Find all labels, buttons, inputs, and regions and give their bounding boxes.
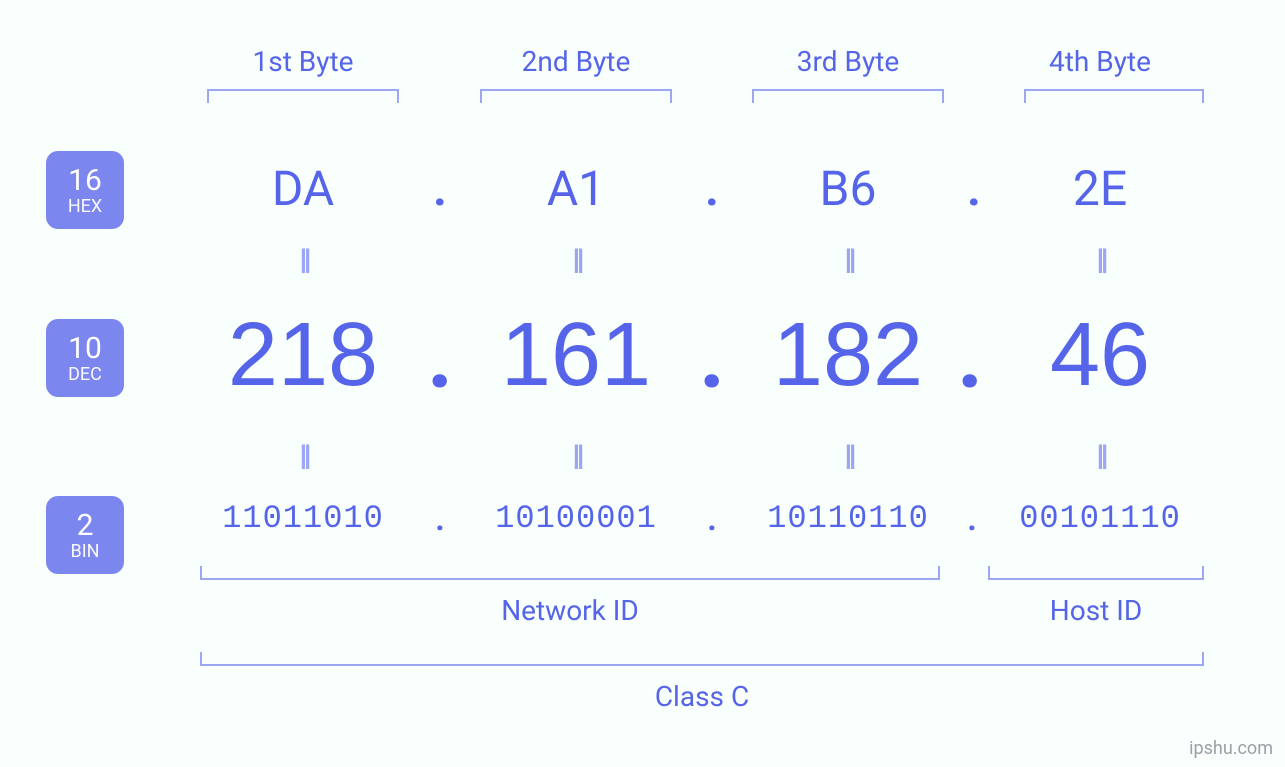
dec-4: 46 (990, 304, 1210, 407)
byte-header-1: 1st Byte (203, 45, 403, 78)
bin-2: 10100001 (456, 500, 696, 537)
bracket-byte-1 (207, 89, 399, 103)
eq-hex-dec-2: II (546, 242, 606, 282)
bracket-byte-4 (1024, 89, 1204, 103)
bracket-byte-3 (752, 89, 944, 103)
byte-header-3: 3rd Byte (748, 45, 948, 78)
dec-badge-num: 10 (68, 332, 102, 365)
dec-dot-3: . (950, 304, 990, 409)
bin-badge-num: 2 (77, 509, 94, 542)
watermark: ipshu.com (1189, 738, 1273, 759)
hex-dot-3: . (954, 160, 994, 217)
hex-dot-1: . (420, 160, 460, 217)
hex-3: B6 (748, 160, 948, 217)
label-network-id: Network ID (200, 594, 940, 627)
eq-hex-dec-1: II (273, 242, 333, 282)
byte-header-4: 4th Byte (1000, 45, 1200, 78)
bin-badge: 2 BIN (46, 496, 124, 574)
bracket-host-id (988, 566, 1204, 580)
eq-dec-bin-4: II (1070, 438, 1130, 478)
bracket-class (200, 652, 1204, 666)
hex-badge-label: HEX (68, 197, 102, 217)
bin-dot-1: . (420, 500, 460, 538)
eq-dec-bin-3: II (818, 438, 878, 478)
bin-dot-2: . (692, 500, 732, 538)
dec-2: 161 (466, 304, 686, 407)
dec-dot-1: . (420, 304, 460, 409)
hex-4: 2E (1000, 160, 1200, 217)
bracket-byte-2 (480, 89, 672, 103)
eq-hex-dec-4: II (1070, 242, 1130, 282)
bin-4: 00101110 (980, 500, 1220, 537)
hex-badge: 16 HEX (46, 151, 124, 229)
eq-hex-dec-3: II (818, 242, 878, 282)
dec-3: 182 (738, 304, 958, 407)
bracket-network-id (200, 566, 940, 580)
dec-1: 218 (193, 304, 413, 407)
dec-badge-label: DEC (68, 365, 102, 385)
bin-1: 11011010 (183, 500, 423, 537)
hex-2: A1 (476, 160, 676, 217)
eq-dec-bin-2: II (546, 438, 606, 478)
byte-header-2: 2nd Byte (476, 45, 676, 78)
label-host-id: Host ID (988, 594, 1204, 627)
bin-dot-3: . (952, 500, 992, 538)
hex-dot-2: . (692, 160, 732, 217)
bin-3: 10110110 (728, 500, 968, 537)
bin-badge-label: BIN (71, 542, 100, 562)
dec-dot-2: . (692, 304, 732, 409)
hex-1: DA (203, 160, 403, 217)
hex-badge-num: 16 (68, 164, 102, 197)
eq-dec-bin-1: II (273, 438, 333, 478)
label-class: Class C (200, 680, 1204, 713)
dec-badge: 10 DEC (46, 319, 124, 397)
